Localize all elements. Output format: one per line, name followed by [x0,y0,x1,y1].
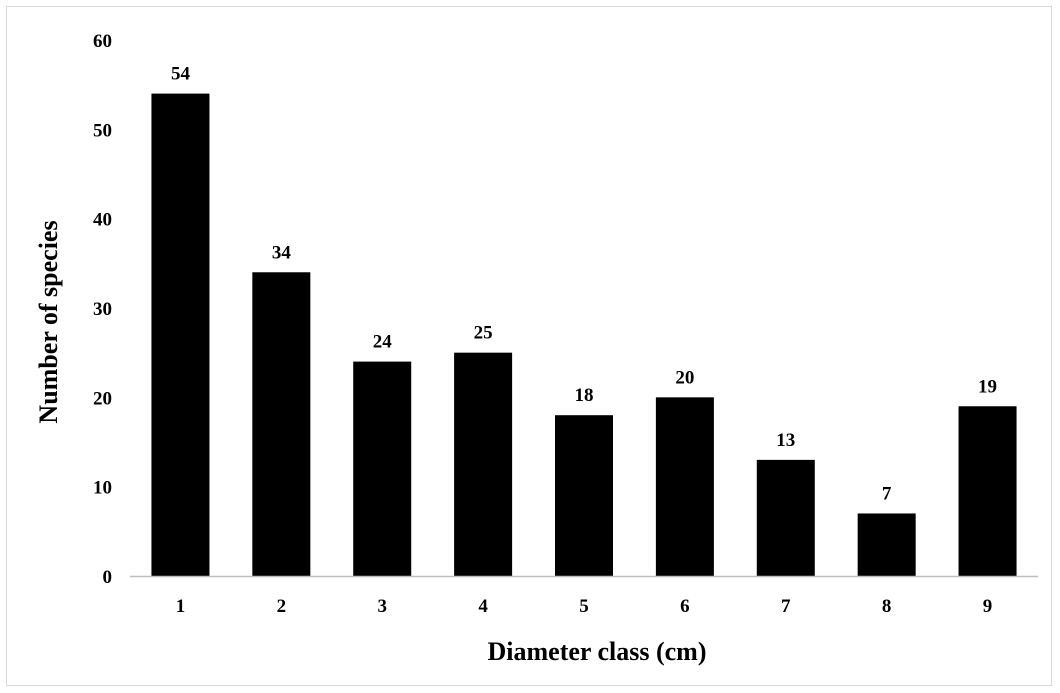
bar-data-label: 18 [575,385,594,406]
y-tick-label: 10 [93,478,112,499]
bar [958,406,1017,576]
x-tick-label: 9 [983,596,993,617]
bar [151,93,210,576]
x-tick-label: 2 [277,596,287,617]
y-axis-ticks: 0 10 20 30 40 50 60 [93,31,112,588]
x-tick-label: 7 [781,596,791,617]
bar [756,459,815,576]
y-axis-title: Number of species [34,220,63,423]
y-tick-label: 50 [93,120,112,141]
bars [151,93,1017,576]
x-axis-title: Diameter class (cm) [488,637,707,666]
bar-data-label: 34 [272,242,292,263]
x-tick-label: 4 [478,596,488,617]
x-tick-label: 6 [680,596,690,617]
bar-data-label: 20 [675,367,694,388]
x-tick-label: 5 [579,596,589,617]
x-tick-label: 8 [882,596,892,617]
bar-data-label: 25 [474,323,493,344]
bar [655,397,714,576]
bar [252,272,311,576]
bar-data-label: 24 [373,332,393,353]
y-tick-label: 60 [93,31,112,52]
bar-data-label: 7 [882,483,892,504]
bar-data-label: 19 [978,376,997,397]
y-tick-label: 40 [93,210,112,231]
x-axis-ticks: 1 2 3 4 5 6 7 8 9 [176,596,993,617]
x-tick-label: 1 [176,596,186,617]
bar-data-label: 13 [776,430,795,451]
bar [857,513,916,576]
bar [353,361,412,576]
bar [555,415,613,576]
y-tick-label: 20 [93,388,112,409]
x-tick-label: 3 [377,596,387,617]
bar [454,352,513,576]
bar-data-label: 54 [171,64,191,85]
y-tick-label: 30 [93,299,112,320]
data-labels: 54 34 24 25 18 20 13 7 19 [171,64,997,505]
y-tick-label: 0 [103,567,113,588]
